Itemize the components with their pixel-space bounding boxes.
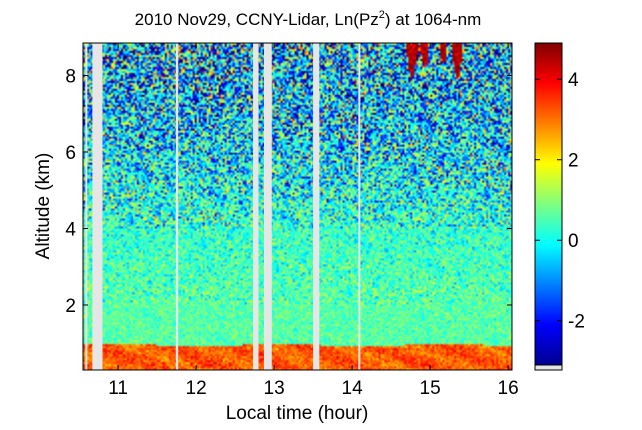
x-tick-label: 13: [264, 378, 285, 399]
title-prefix: 2010 Nov29, CCNY-Lidar, Ln(Pz: [135, 10, 379, 29]
x-tick-label: 16: [498, 378, 519, 399]
data-gap-1: [92, 43, 103, 370]
x-tick-label: 11: [108, 378, 128, 399]
title-superscript: 2: [379, 9, 385, 21]
data-gap-0: [85, 43, 88, 370]
data-gap-5: [313, 43, 320, 370]
data-gap-3: [253, 43, 259, 370]
x-tick-label: 14: [342, 378, 364, 399]
y-axis-label: Altitude (km): [33, 153, 54, 260]
x-tick-label: 15: [420, 378, 441, 399]
colorbar-gradient: [534, 42, 563, 366]
plot-area: [83, 43, 512, 370]
y-tick-label: 4: [65, 219, 76, 240]
y-axis: 2 4 6 8: [65, 67, 512, 317]
colorbar-tick-label: 2: [568, 151, 579, 172]
colorbar-tick-label: -2: [568, 312, 585, 333]
data-gaps: [85, 43, 361, 370]
x-axis: 11 12 13 14 15 16: [108, 43, 519, 399]
title-suffix: ) at 1064-nm: [385, 10, 481, 29]
colorbar: -2 0 2 4: [534, 42, 585, 371]
colorbar-tick-label: 4: [568, 70, 579, 91]
y-tick-label: 8: [65, 67, 76, 88]
data-gap-6: [358, 43, 361, 370]
y-tick-label: 6: [65, 143, 76, 164]
y-tick-label: 2: [65, 296, 76, 317]
heatmap-image: [83, 43, 512, 370]
colorbar-nodata-swatch: [534, 364, 563, 371]
x-axis-label: Local time (hour): [226, 403, 369, 424]
data-gap-2: [175, 43, 179, 370]
data-gap-4: [263, 43, 272, 370]
plot-frame: [82, 42, 513, 371]
colorbar-tick-label: 0: [568, 231, 579, 252]
chart-title: 2010 Nov29, CCNY-Lidar, Ln(Pz2) at 1064-…: [135, 9, 482, 29]
x-tick-label: 12: [186, 378, 207, 399]
colorbar-ticks: -2 0 2 4: [535, 70, 585, 333]
